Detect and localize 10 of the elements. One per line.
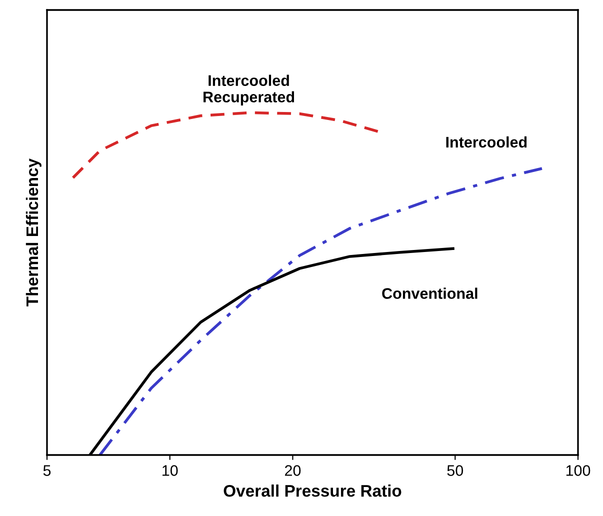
- y-axis-title: Thermal Efficiency: [26, 158, 42, 306]
- x-axis-title: Overall Pressure Ratio: [224, 484, 402, 497]
- x-tick-label: 5: [43, 465, 51, 476]
- x-tick-label: 20: [284, 465, 301, 476]
- series-label: Intercooled Recuperated: [204, 74, 294, 106]
- text: Conventional: [382, 288, 478, 299]
- x-tick-label: 50: [447, 465, 464, 476]
- series-label: Intercooled: [446, 136, 527, 148]
- x-tick-label: 10: [162, 465, 178, 476]
- x-tick-label: 100: [566, 465, 590, 476]
